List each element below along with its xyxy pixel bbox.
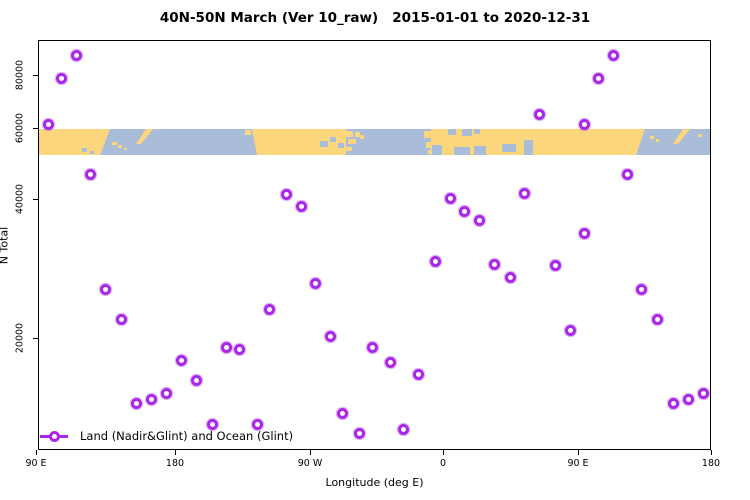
data-point — [160, 387, 172, 399]
data-point — [444, 192, 456, 204]
data-point — [309, 278, 321, 290]
data-point — [385, 356, 397, 368]
x-tick-mark — [578, 450, 579, 455]
data-point — [295, 200, 307, 212]
plot-area-border — [38, 40, 711, 450]
y-tick-mark — [33, 338, 38, 339]
data-point — [652, 314, 664, 326]
data-point — [251, 418, 263, 430]
y-axis-label: N Total — [0, 226, 11, 264]
data-point — [264, 303, 276, 315]
data-point — [234, 343, 246, 355]
chart-title: 40N-50N March (Ver 10_raw) 2015-01-01 to… — [159, 10, 591, 26]
y-tick-label: 60000 — [14, 112, 26, 144]
data-point — [683, 394, 695, 406]
data-point — [667, 398, 679, 410]
data-point — [43, 118, 55, 130]
data-point — [337, 408, 349, 420]
x-axis-label: Longitude (deg E) — [325, 476, 424, 489]
data-point — [697, 387, 709, 399]
x-tick-mark — [310, 450, 311, 455]
data-point — [533, 109, 545, 121]
data-point — [99, 283, 111, 295]
data-point — [206, 418, 218, 430]
x-tick-label: 90 E — [567, 458, 589, 469]
legend-point-symbol — [49, 430, 60, 442]
x-tick-mark — [443, 450, 444, 455]
data-point — [458, 206, 470, 218]
data-point — [70, 49, 82, 61]
x-tick-mark — [36, 450, 37, 455]
y-tick-label: 40000 — [14, 183, 26, 215]
data-point — [593, 73, 605, 85]
data-point — [518, 188, 530, 200]
data-point — [398, 423, 410, 435]
data-point — [429, 255, 441, 267]
legend-line-symbol — [40, 430, 68, 442]
data-point — [564, 324, 576, 336]
data-point — [621, 168, 633, 180]
data-point — [175, 354, 187, 366]
data-point — [115, 314, 127, 326]
x-tick-label: 180 — [701, 458, 721, 469]
data-point — [488, 258, 500, 270]
data-point — [220, 341, 232, 353]
data-point — [85, 168, 97, 180]
data-point — [353, 428, 365, 440]
y-tick-label: 20000 — [14, 322, 26, 354]
data-point — [413, 368, 425, 380]
data-point — [325, 330, 337, 342]
y-tick-label: 80000 — [14, 59, 26, 91]
data-point — [130, 398, 142, 410]
x-tick-label: 0 — [439, 458, 447, 469]
data-point — [504, 272, 516, 284]
legend: Land (Nadir&Glint) and Ocean (Glint) — [40, 428, 293, 444]
x-tick-label: 180 — [165, 458, 185, 469]
data-point — [145, 394, 157, 406]
x-tick-label: 90 E — [25, 458, 47, 469]
x-tick-mark — [175, 450, 176, 455]
land-ocean-map-band — [38, 129, 711, 155]
data-point — [190, 374, 202, 386]
data-point — [579, 228, 591, 240]
y-tick-mark — [33, 128, 38, 129]
data-point — [473, 214, 485, 226]
data-point — [579, 118, 591, 130]
data-point — [280, 189, 292, 201]
legend-label: Land (Nadir&Glint) and Ocean (Glint) — [80, 429, 294, 443]
data-point — [367, 341, 379, 353]
data-point — [636, 283, 648, 295]
x-tick-label: 90 W — [297, 458, 323, 469]
x-tick-mark — [711, 450, 712, 455]
y-tick-mark — [33, 199, 38, 200]
data-point — [549, 260, 561, 272]
data-point — [607, 49, 619, 61]
data-point — [56, 73, 68, 85]
y-tick-mark — [33, 75, 38, 76]
